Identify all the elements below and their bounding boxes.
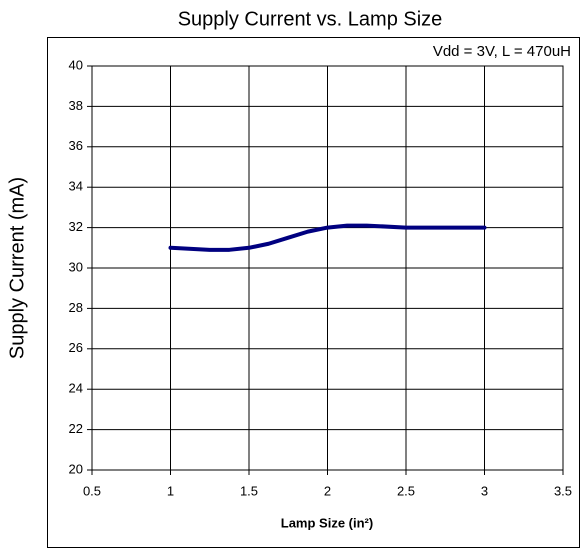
x-tick-label: 2 bbox=[324, 483, 331, 498]
y-tick-label: 36 bbox=[69, 138, 83, 153]
x-axis-label: Lamp Size (in²) bbox=[281, 515, 373, 530]
y-tick-label: 38 bbox=[69, 98, 83, 113]
y-tick-label: 22 bbox=[69, 421, 83, 436]
x-tick-label: 3 bbox=[481, 483, 488, 498]
y-tick-label: 24 bbox=[69, 381, 83, 396]
x-tick-label: 2.5 bbox=[397, 483, 415, 498]
data-line bbox=[168, 223, 487, 252]
y-tick-label: 20 bbox=[69, 461, 83, 476]
annotation: Vdd = 3V, L = 470uH bbox=[433, 43, 571, 60]
y-tick-label: 34 bbox=[69, 179, 83, 194]
y-tick-label: 30 bbox=[69, 259, 83, 274]
y-axis-label: Supply Current (mA) bbox=[6, 177, 28, 359]
y-tick-label: 26 bbox=[69, 340, 83, 355]
y-tick-label: 40 bbox=[69, 57, 83, 72]
y-tick-label: 28 bbox=[69, 300, 83, 315]
chart-title: Supply Current vs. Lamp Size bbox=[178, 8, 443, 30]
y-tick-label: 32 bbox=[69, 219, 83, 234]
x-tick-label: 3.5 bbox=[554, 483, 572, 498]
x-tick-label: 0.5 bbox=[83, 483, 101, 498]
x-tick-label: 1.5 bbox=[240, 483, 258, 498]
x-tick-label: 1 bbox=[167, 483, 174, 498]
